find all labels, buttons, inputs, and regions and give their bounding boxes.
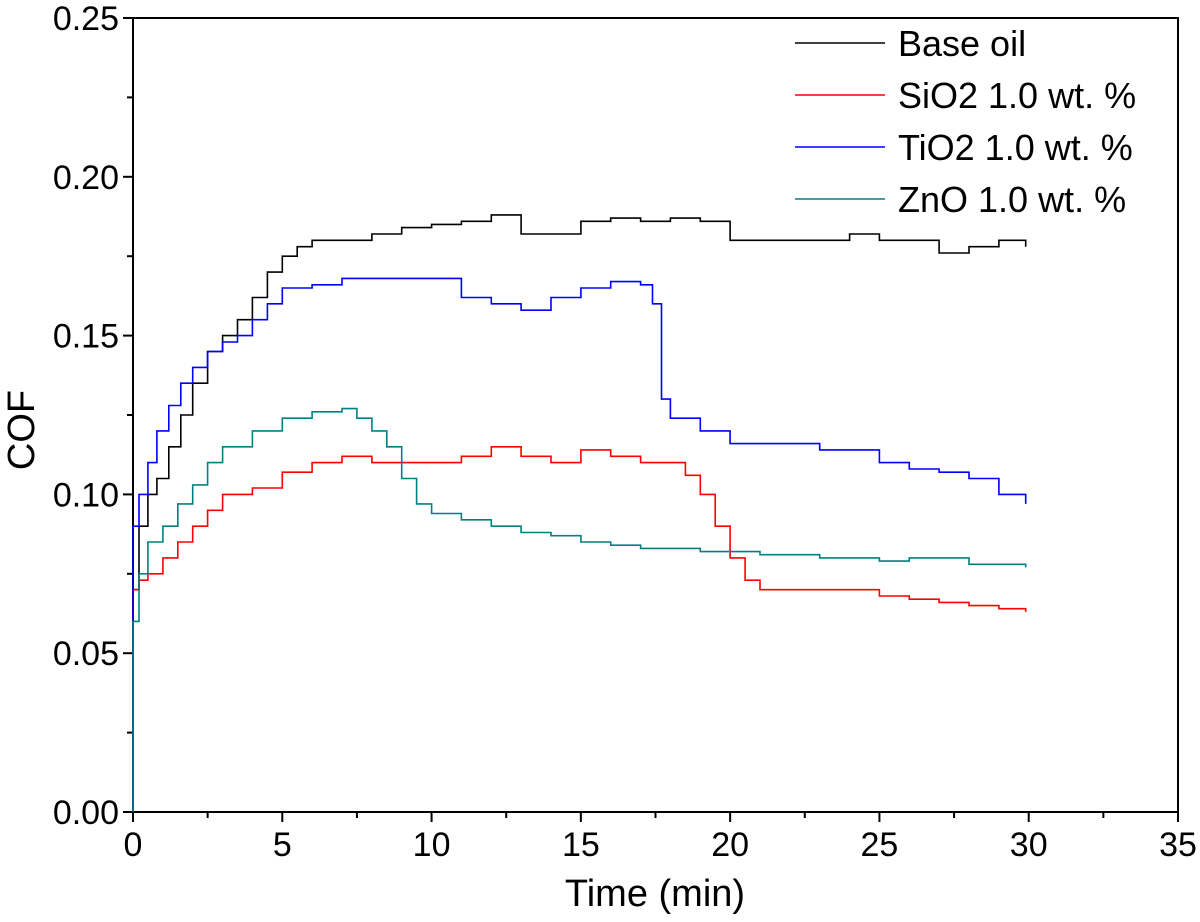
series-line-3 — [132, 407, 1027, 812]
y-tick-label: 0.05 — [53, 635, 119, 673]
legend-label: SiO2 1.0 wt. % — [898, 75, 1136, 116]
y-tick-label: 0.15 — [53, 318, 119, 356]
series-lines — [132, 214, 1027, 812]
y-tick-label: 0.10 — [53, 476, 119, 514]
y-tick-label: 0.00 — [53, 794, 119, 832]
y-tick-label: 0.20 — [53, 159, 119, 197]
series-line-0 — [132, 214, 1027, 812]
x-tick-label: 10 — [413, 826, 451, 864]
y-tick-label: 0.25 — [53, 0, 119, 38]
x-tick-label: 30 — [1010, 826, 1048, 864]
legend-label: TiO2 1.0 wt. % — [898, 127, 1133, 168]
x-tick-label: 5 — [273, 826, 292, 864]
x-tick-label: 35 — [1159, 826, 1197, 864]
y-axis-label: COF — [1, 390, 43, 470]
legend-label: ZnO 1.0 wt. % — [898, 179, 1126, 220]
series-line-2 — [132, 277, 1027, 812]
legend-label: Base oil — [898, 23, 1026, 64]
x-tick-label: 20 — [711, 826, 749, 864]
legend: Base oil SiO2 1.0 wt. % TiO2 1.0 wt. % ZnO … — [795, 23, 1136, 220]
x-axis-label: Time (min) — [565, 873, 745, 915]
x-tick-label: 0 — [124, 826, 143, 864]
x-tick-label: 15 — [562, 826, 600, 864]
series-line-1 — [132, 446, 1027, 812]
x-tick-label: 25 — [861, 826, 899, 864]
y-axis: 0.00 0.05 0.10 0.15 0.20 0.25 — [53, 0, 133, 832]
x-axis: 0 5 10 15 20 25 30 35 — [124, 812, 1197, 864]
